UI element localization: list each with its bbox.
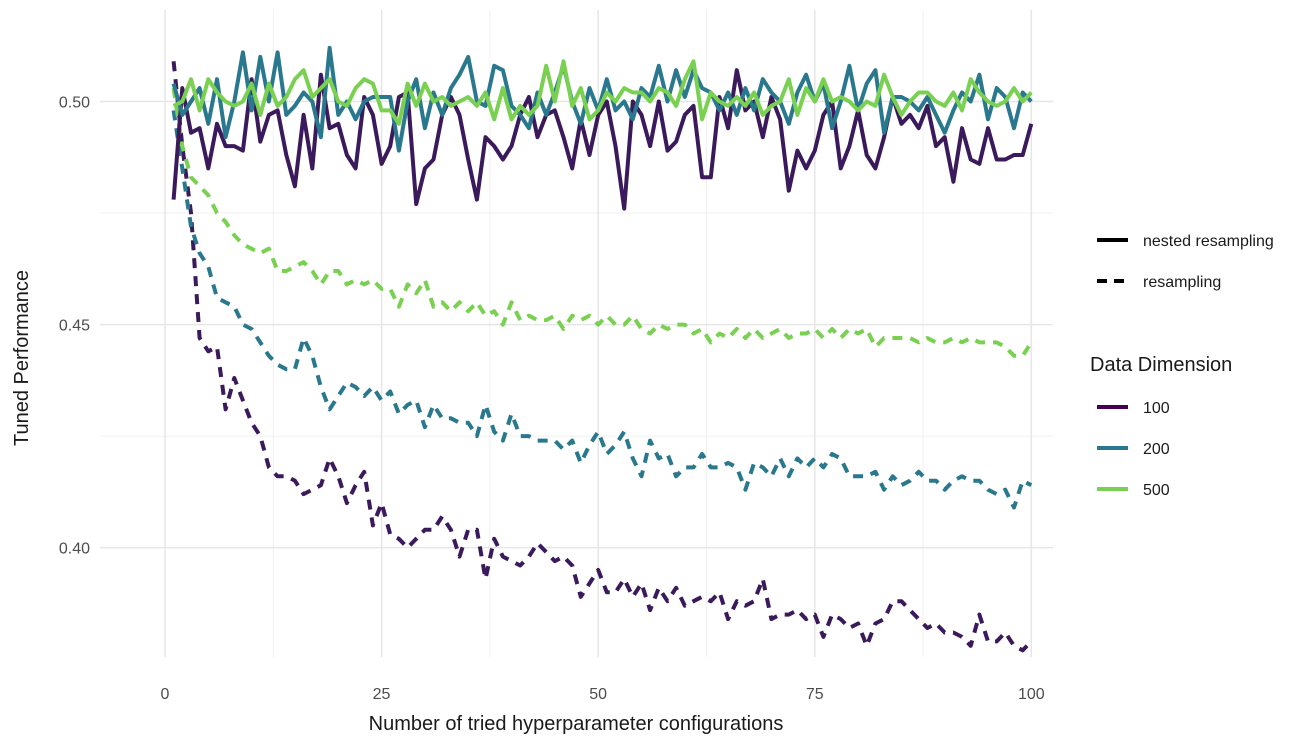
x-tick-label: 0 xyxy=(161,686,170,703)
legend-title: Data Dimension xyxy=(1090,354,1232,376)
color-legend: Data Dimension 100 200 500 xyxy=(1090,354,1232,499)
linetype-legend: nested resampling resampling xyxy=(1097,233,1274,291)
legend-label-100: 100 xyxy=(1143,400,1170,417)
legend-label-200: 200 xyxy=(1143,441,1170,458)
y-axis: 0.40 0.45 0.50 xyxy=(59,94,90,557)
y-tick-label: 0.45 xyxy=(59,318,90,335)
grid-lines xyxy=(100,10,1053,657)
x-tick-label: 100 xyxy=(1018,686,1045,703)
x-axis-title: Number of tried hyperparameter configura… xyxy=(369,713,784,735)
series-line-500-resampling xyxy=(171,87,1033,358)
x-tick-label: 75 xyxy=(806,686,824,703)
series-line-100-resampling xyxy=(171,61,1033,653)
plot-area xyxy=(171,45,1034,653)
legend-label-500: 500 xyxy=(1143,482,1170,499)
series-line-200-resampling xyxy=(171,110,1033,510)
x-tick-label: 50 xyxy=(589,686,607,703)
x-tick-label: 25 xyxy=(373,686,391,703)
y-tick-label: 0.50 xyxy=(59,94,90,111)
y-axis-title: Tuned Performance xyxy=(11,270,33,446)
y-tick-label: 0.40 xyxy=(59,541,90,558)
legend-label-resampling: resampling xyxy=(1143,274,1221,291)
legend-label-nested-resampling: nested resampling xyxy=(1143,233,1274,250)
x-axis: 0 25 50 75 100 xyxy=(161,686,1045,703)
series-line-500-nested-resampling xyxy=(172,59,1033,126)
series-line-200-nested-resampling xyxy=(171,45,1033,153)
